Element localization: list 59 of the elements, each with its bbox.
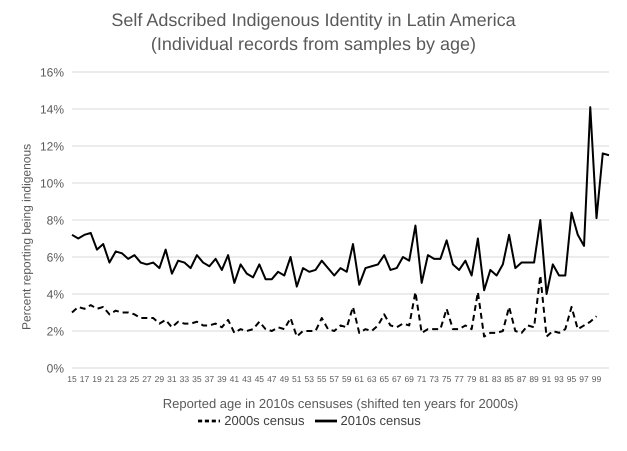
x-tick-label: 93 xyxy=(554,374,564,384)
x-tick-label: 15 xyxy=(67,374,77,384)
x-tick-label: 69 xyxy=(404,374,414,384)
x-tick-label: 59 xyxy=(342,374,352,384)
x-tick-label: 27 xyxy=(142,374,152,384)
y-tick-label: 12% xyxy=(40,139,64,154)
x-tick-label: 97 xyxy=(579,374,590,384)
y-tick-label: 8% xyxy=(46,213,64,228)
x-axis-title: Reported age in 2010s censuses (shifted ten years for 2000s) xyxy=(162,396,518,411)
y-tick-label: 0% xyxy=(46,361,64,376)
line-series xyxy=(71,274,598,338)
x-tick-label: 83 xyxy=(492,374,502,384)
y-tick-label: 6% xyxy=(46,250,64,264)
x-tick-label: 87 xyxy=(516,374,527,384)
x-tick-label: 25 xyxy=(130,374,140,384)
x-tick-label: 51 xyxy=(292,374,302,384)
x-tick-label: 85 xyxy=(504,374,514,384)
legend-label: 2000s census xyxy=(224,413,304,428)
x-tick-label: 57 xyxy=(330,374,340,384)
x-tick-label: 65 xyxy=(379,374,390,384)
x-tick-label: 67 xyxy=(392,374,402,384)
line-series xyxy=(71,106,610,295)
x-tick-label: 47 xyxy=(267,374,277,384)
x-tick-label: 55 xyxy=(317,374,327,384)
x-tick-label: 23 xyxy=(117,374,127,384)
x-tick-label: 73 xyxy=(429,374,440,384)
chart-title: Self Adscribed Indigenous Identity in Latin America (Individual records from samples by age) xyxy=(110,9,517,56)
x-tick-label: 49 xyxy=(280,374,290,384)
x-tick-label: 91 xyxy=(542,374,552,384)
x-tick-label: 17 xyxy=(80,374,90,384)
x-tick-label: 53 xyxy=(304,374,314,384)
y-tick-label: 14% xyxy=(40,102,64,116)
x-tick-label: 31 xyxy=(167,374,177,384)
y-tick-label: 2% xyxy=(46,324,64,338)
x-tick-label: 77 xyxy=(454,374,464,384)
x-tick-label: 99 xyxy=(592,374,602,384)
y-tick-label: 16% xyxy=(40,65,64,80)
x-tick-label: 41 xyxy=(230,374,240,384)
x-tick-label: 29 xyxy=(154,374,164,384)
x-tick-label: 33 xyxy=(180,374,190,384)
x-tick-label: 19 xyxy=(92,374,102,384)
x-tick-label: 39 xyxy=(217,374,227,384)
x-tick-label: 71 xyxy=(416,374,427,384)
y-tick-label: 10% xyxy=(40,176,64,190)
x-tick-label: 95 xyxy=(566,374,577,384)
x-tick-label: 45 xyxy=(254,374,264,384)
x-tick-label: 61 xyxy=(354,374,364,384)
x-tick-label: 63 xyxy=(366,374,377,384)
x-tick-label: 79 xyxy=(466,374,477,384)
x-tick-label: 81 xyxy=(479,374,490,384)
x-tick-label: 21 xyxy=(104,374,114,384)
x-tick-label: 37 xyxy=(204,374,214,384)
y-tick-label: 4% xyxy=(46,287,64,302)
x-tick-label: 43 xyxy=(242,374,252,384)
x-tick-label: 89 xyxy=(529,374,540,384)
x-tick-label: 35 xyxy=(192,374,202,384)
x-tick-label: 75 xyxy=(442,374,452,384)
y-axis-title: Percent reporting being indigenous xyxy=(19,144,34,330)
legend-label: 2010s census xyxy=(340,413,421,428)
